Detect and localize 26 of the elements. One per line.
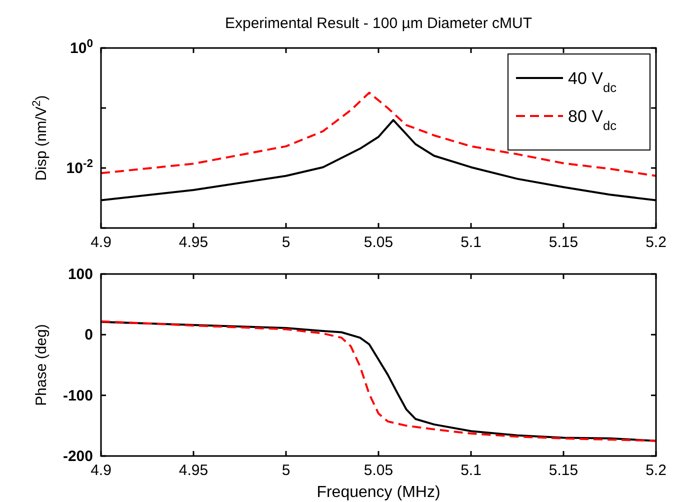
y-tick-label: -100 <box>62 387 93 404</box>
line-series <box>101 92 656 177</box>
x-tick-label: 4.95 <box>178 462 208 479</box>
y-tick-label: 10$^{-2}$ <box>66 158 93 177</box>
x-tick-label: 5.1 <box>460 234 482 251</box>
x-tick-label: 4.9 <box>90 462 112 479</box>
x-tick-label: 5 <box>282 234 290 251</box>
y-tick-label: 0 <box>84 326 93 344</box>
x-tick-label: 5.2 <box>646 462 666 479</box>
x-tick-label: 4.95 <box>178 234 208 251</box>
x-tick-label: 5.05 <box>364 462 394 479</box>
x-tick-label: 4.9 <box>90 234 112 251</box>
x-axis-title: Frequency (MHz) <box>316 484 440 501</box>
x-tick-label: 5.05 <box>364 234 394 251</box>
chart-title: Experimental Result - 100 µm Diameter cMUT <box>224 15 532 32</box>
x-tick-label: 5.15 <box>548 234 578 251</box>
y-axis-title: Phase (deg) <box>33 324 50 406</box>
x-tick-label: 5.15 <box>548 462 578 479</box>
legend-label: 40 V$_{dc}$ <box>568 69 618 94</box>
x-tick-label: 5.1 <box>460 462 482 479</box>
y-tick-label: 100 <box>68 266 93 283</box>
x-tick-label: 5.2 <box>646 234 666 251</box>
y-tick-label: -200 <box>62 448 93 465</box>
legend-label: 80 V$_{dc}$ <box>568 107 618 132</box>
x-tick-label: 5 <box>282 462 290 479</box>
y-tick-label: 10$^{0}$ <box>70 38 93 57</box>
